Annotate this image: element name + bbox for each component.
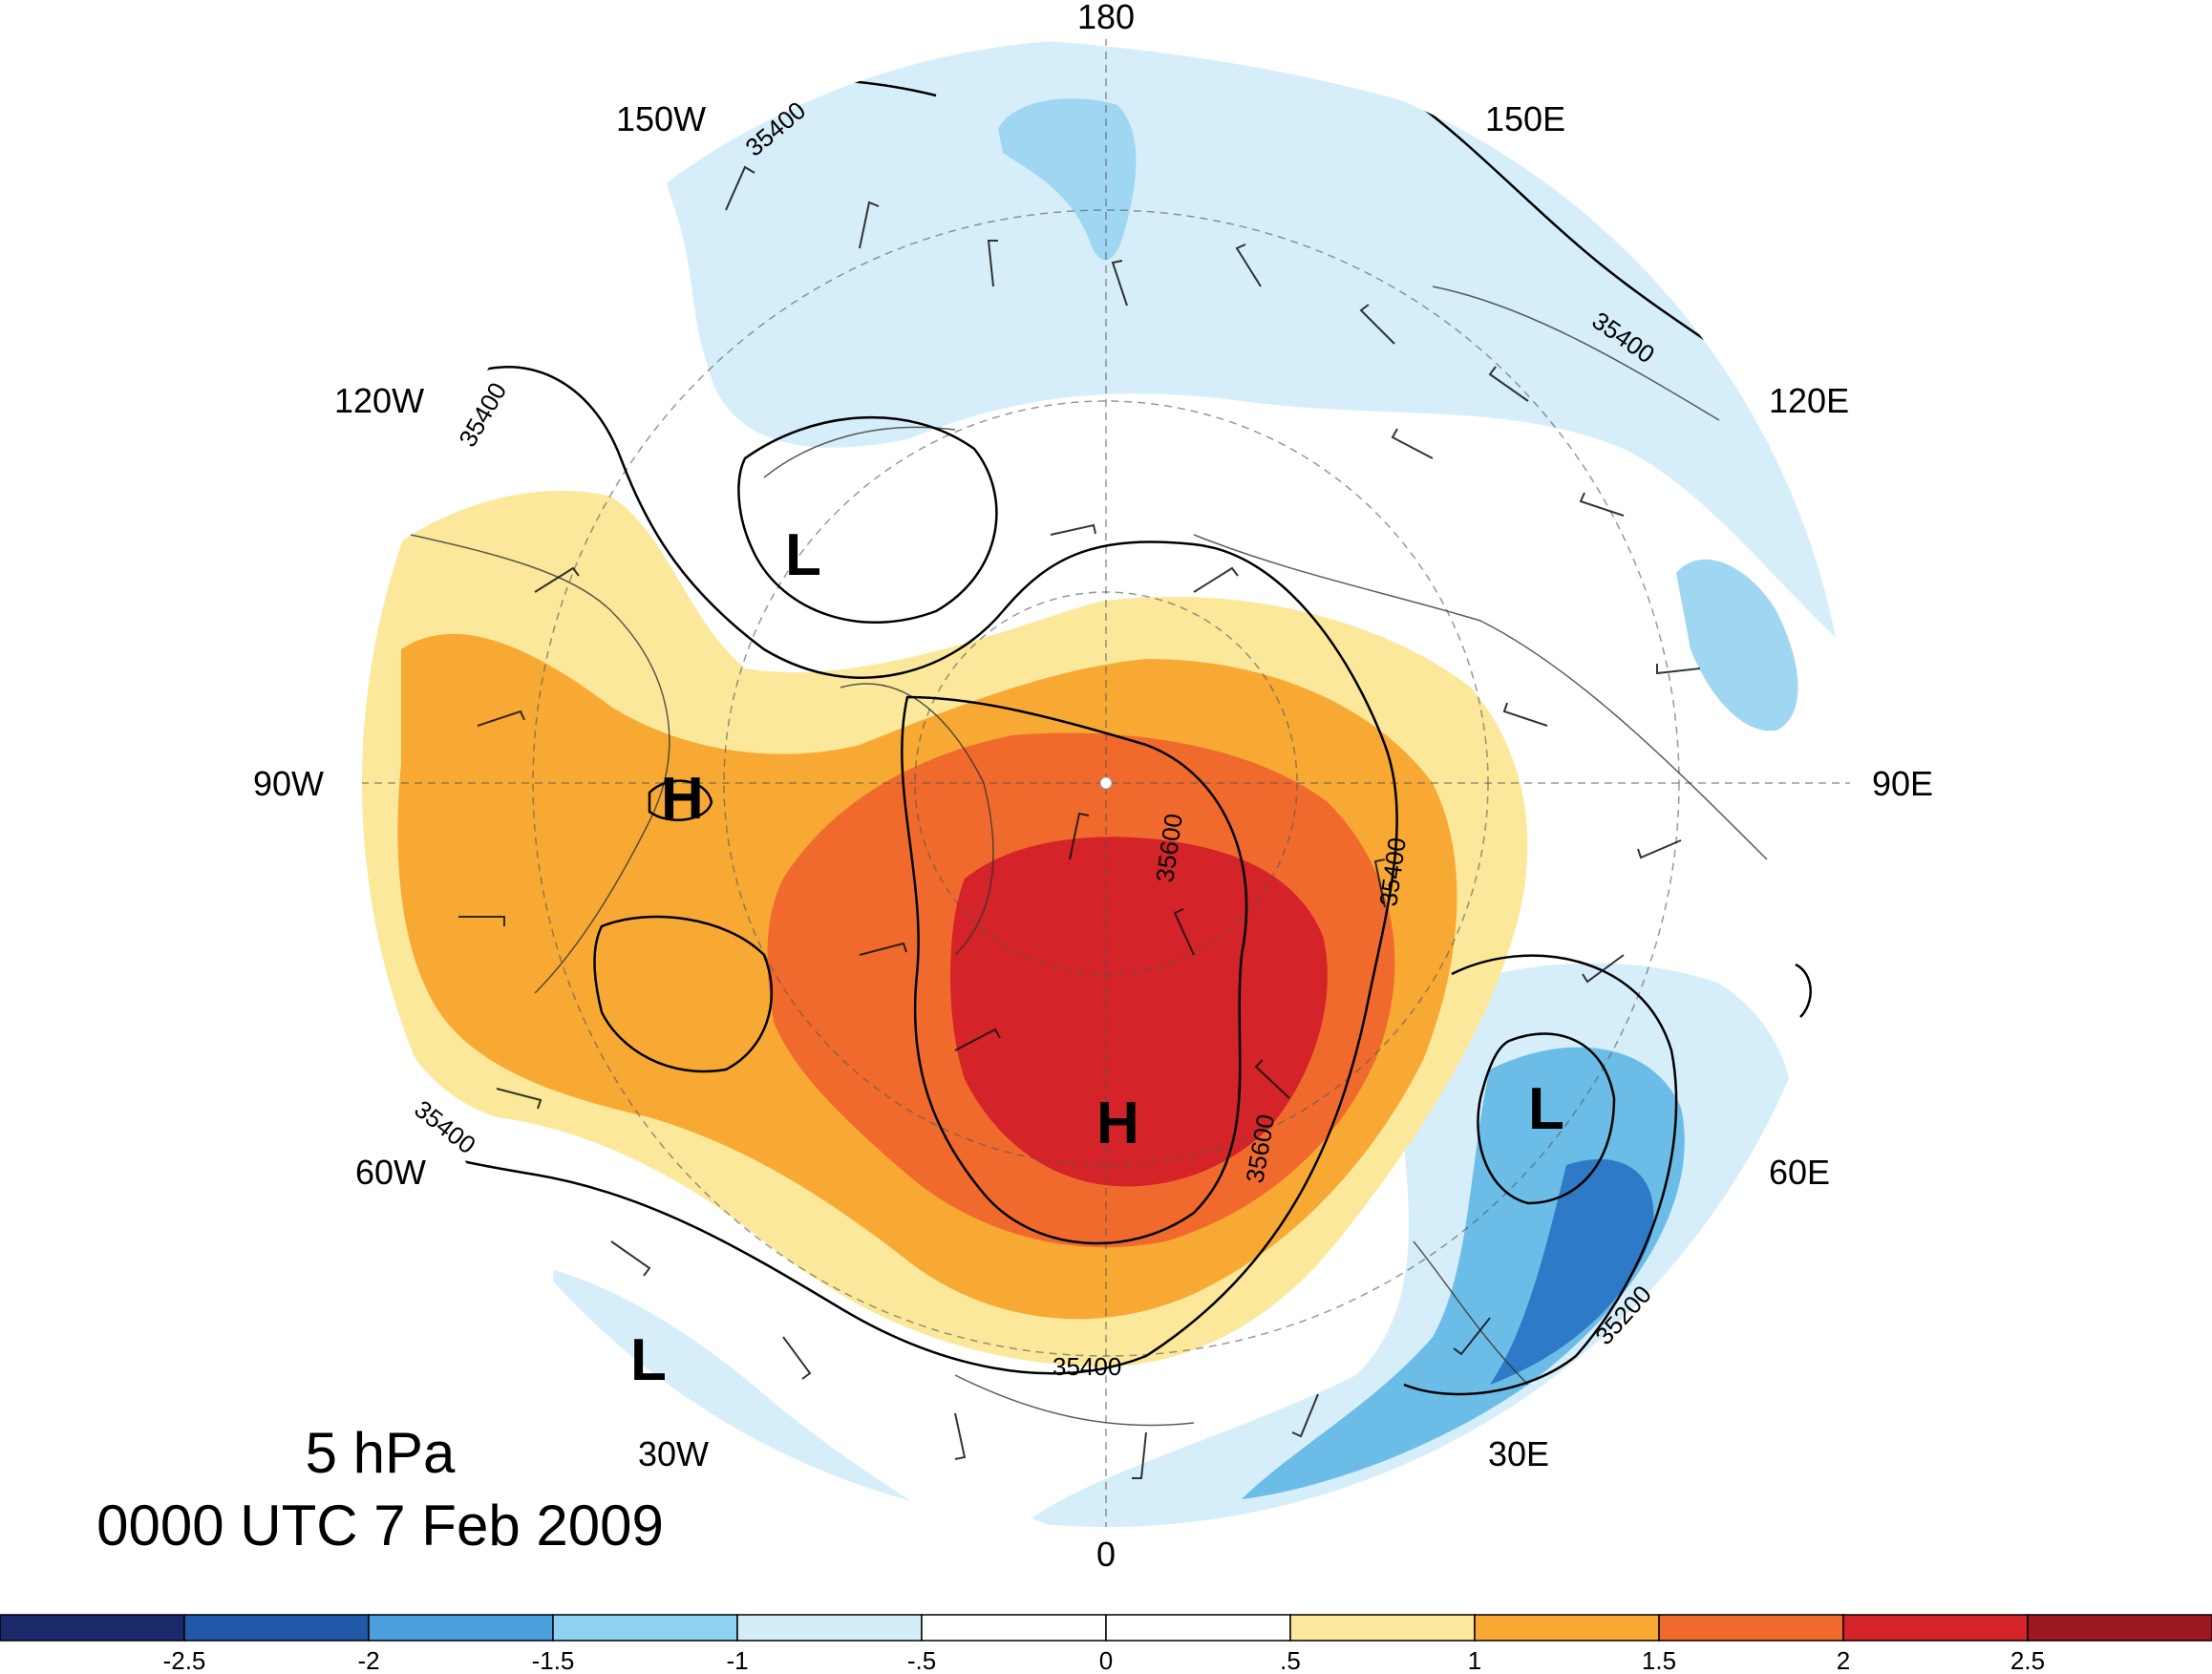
colorbar-segment [1658, 1614, 1844, 1642]
colorbar-segment [2027, 1614, 2212, 1642]
longitude-label-0: 0 [1096, 1535, 1116, 1574]
anomaly-field-light-blue-southwest [553, 1270, 955, 1528]
colorbar-tick-label: -2.5 [163, 1646, 206, 1674]
coastlines [410, 286, 1768, 1427]
colorbar-segment [736, 1614, 923, 1642]
center-dot [1099, 776, 1113, 790]
low-pressure-marker: L [630, 1327, 667, 1393]
high-pressure-marker: H [1096, 1091, 1139, 1156]
colorbar-tick-label: -1.5 [532, 1646, 575, 1674]
longitude-label-60w: 60W [355, 1153, 426, 1192]
colorbar-segment [183, 1614, 370, 1642]
colorbar-segment [552, 1614, 738, 1642]
colorbar-tick-label: 0 [1099, 1646, 1113, 1674]
longitude-label-120w: 120W [334, 381, 424, 420]
longitude-label-30e: 30E [1488, 1434, 1549, 1473]
high-pressure-marker: H [661, 766, 704, 832]
longitude-label-60e: 60E [1769, 1153, 1830, 1192]
colorbar-tick-label: .5 [1280, 1646, 1301, 1674]
valid-time-label: 0000 UTC 7 Feb 2009 [96, 1494, 664, 1557]
low-pressure-marker: L [785, 522, 821, 588]
longitude-label-120e: 120E [1769, 381, 1849, 420]
colorbar-tick-label: 2.5 [2010, 1646, 2045, 1674]
colorbar-tick-label: -.5 [907, 1646, 936, 1674]
colorbar: -2.5 -2 -1.5 -1 -.5 0 .5 1 1.5 2 2.5 [0, 1614, 2212, 1674]
low-pressure-marker: L [1528, 1076, 1564, 1142]
colorbar-segment [368, 1614, 554, 1642]
anomaly-field-red [950, 837, 1328, 1187]
contour-label-5: 35400 [1053, 1352, 1121, 1381]
longitude-label-90e: 90E [1872, 764, 1933, 803]
longitude-label-150e: 150E [1485, 99, 1565, 138]
anomaly-field-dark-blue-southeast [1490, 1158, 1654, 1385]
colorbar-segment [1105, 1614, 1291, 1642]
colorbar-segment [1289, 1614, 1476, 1642]
longitude-label-150w: 150W [616, 99, 706, 138]
anomaly-field-blue-southeast [1242, 1047, 1685, 1499]
anomaly-field-blue-right [1676, 559, 1798, 731]
colorbar-tick-label: 1.5 [1642, 1646, 1676, 1674]
globe-outline [360, 37, 1852, 1529]
colorbar-segment [921, 1614, 1107, 1642]
colorbar-segment [1842, 1614, 2029, 1642]
longitude-label-30w: 30W [638, 1434, 709, 1473]
anomaly-field-blue-top [998, 98, 1137, 261]
colorbar-segment [0, 1614, 185, 1642]
colorbar-segment [1474, 1614, 1660, 1642]
longitude-label-180: 180 [1077, 0, 1135, 36]
wind-barbs [458, 132, 1701, 1479]
pressure-level-label: 5 hPa [306, 1421, 456, 1485]
colorbar-tick-label: 2 [1837, 1646, 1850, 1674]
longitude-label-90w: 90W [253, 764, 324, 803]
colorbar-tick-label: 1 [1468, 1646, 1481, 1674]
longitude-lines [361, 38, 1851, 1528]
colorbar-tick-label: -2 [357, 1646, 379, 1674]
colorbar-tick-label: -1 [726, 1646, 748, 1674]
